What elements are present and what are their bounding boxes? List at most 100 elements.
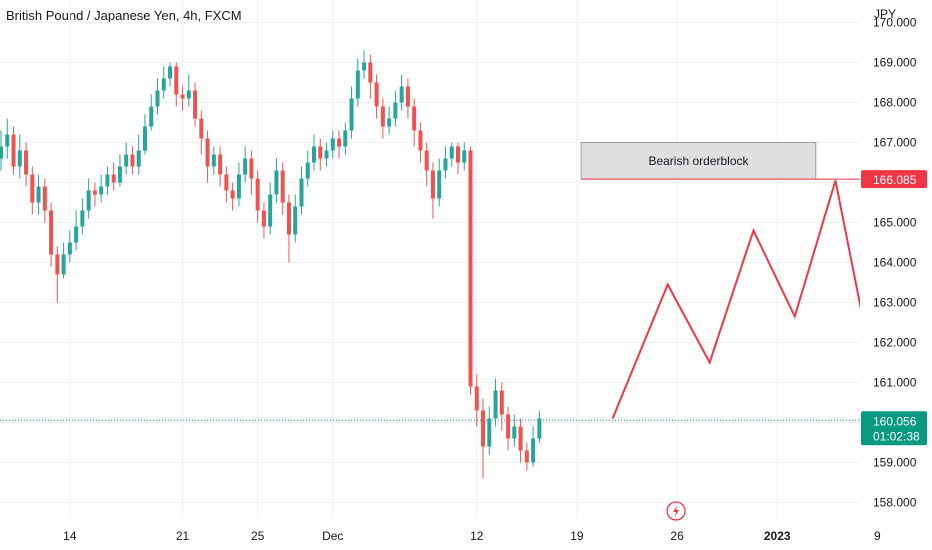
y-tick-label: 163.000	[873, 296, 917, 310]
candle	[424, 142, 429, 187]
candle	[124, 142, 129, 175]
candle-body	[268, 194, 273, 227]
candle-body	[180, 94, 185, 99]
candle-body	[537, 418, 542, 439]
candle	[512, 414, 517, 447]
candle-body	[531, 438, 536, 463]
candle-body	[49, 210, 54, 255]
candle-body	[230, 190, 235, 199]
candle	[499, 382, 504, 431]
candle-body	[274, 170, 279, 195]
candle	[462, 142, 467, 171]
candle-body	[280, 170, 285, 203]
candle-body	[243, 158, 248, 175]
candle-body	[211, 154, 216, 167]
y-tick-label: 161.000	[873, 376, 917, 390]
candle	[355, 58, 360, 107]
candle	[349, 86, 354, 139]
candle-body	[455, 146, 460, 163]
candle-body	[236, 174, 241, 199]
y-tick-label: 169.000	[873, 56, 917, 70]
candle-body	[299, 178, 304, 207]
candle-body	[437, 170, 442, 199]
level-price-tag	[861, 170, 927, 189]
candle	[5, 118, 10, 159]
candle	[186, 74, 191, 107]
candle-body	[199, 118, 204, 139]
candle	[380, 98, 385, 139]
candle	[481, 398, 486, 479]
y-tick-label: 168.000	[873, 96, 917, 110]
candle	[537, 410, 542, 443]
candle	[74, 210, 79, 251]
candle	[24, 142, 29, 187]
candle-body	[42, 186, 47, 211]
event-flash-icon[interactable]	[666, 501, 686, 521]
candle	[99, 174, 104, 203]
candle-body	[193, 90, 198, 119]
candle	[80, 198, 85, 235]
candle-body	[512, 426, 517, 439]
candle-body	[86, 190, 91, 211]
candle	[387, 106, 392, 135]
candle-body	[224, 174, 229, 191]
candle-body	[349, 98, 354, 131]
candle-body	[124, 154, 129, 167]
candle	[161, 66, 166, 99]
candle	[274, 158, 279, 203]
candle-body	[443, 158, 448, 171]
candle	[531, 426, 536, 467]
candle	[399, 74, 404, 111]
candle-body	[142, 126, 147, 151]
candle	[261, 202, 266, 239]
candle-body	[355, 70, 360, 99]
candle	[343, 122, 348, 155]
candle-body	[161, 78, 166, 91]
candle	[324, 142, 329, 167]
event-icon-bolt	[673, 505, 680, 517]
y-tick-label: 162.000	[873, 336, 917, 350]
x-tick-label: 26	[670, 529, 684, 543]
candle	[293, 194, 298, 243]
candle	[130, 146, 135, 175]
candle	[255, 170, 260, 223]
candle-body	[524, 450, 529, 463]
candle-body	[61, 254, 66, 275]
candle	[487, 406, 492, 455]
candle-body	[205, 138, 210, 167]
candle	[312, 134, 316, 171]
x-tick-label: Dec	[322, 529, 343, 543]
candle	[211, 146, 216, 175]
candle-body	[36, 186, 41, 203]
candle	[86, 178, 91, 219]
x-tick-label: 25	[251, 529, 265, 543]
candle	[117, 154, 122, 187]
candle-body	[305, 162, 310, 179]
candle	[468, 146, 473, 395]
candle-body	[30, 174, 35, 203]
bar-countdown-label: 01:02:38	[873, 429, 920, 443]
y-tick-label: 167.000	[873, 136, 917, 150]
y-tick-label: 159.000	[873, 456, 917, 470]
candle	[193, 82, 198, 127]
price-axis-bg	[860, 0, 932, 550]
y-tick-label: 158.000	[873, 496, 917, 510]
candle	[17, 134, 22, 179]
candle-body	[374, 82, 379, 107]
candle	[318, 138, 323, 171]
candle-body	[80, 210, 85, 227]
candle	[155, 78, 160, 115]
candle	[299, 166, 304, 215]
candle	[224, 166, 229, 203]
candle-body	[368, 62, 373, 83]
candle	[180, 86, 185, 111]
candle-body	[468, 150, 473, 387]
candle-body	[286, 202, 291, 235]
candle-body	[255, 178, 260, 211]
candle-body	[330, 138, 335, 151]
candle-body	[55, 254, 60, 275]
candle	[430, 162, 435, 219]
candle	[280, 162, 285, 215]
candle-body	[518, 426, 523, 451]
